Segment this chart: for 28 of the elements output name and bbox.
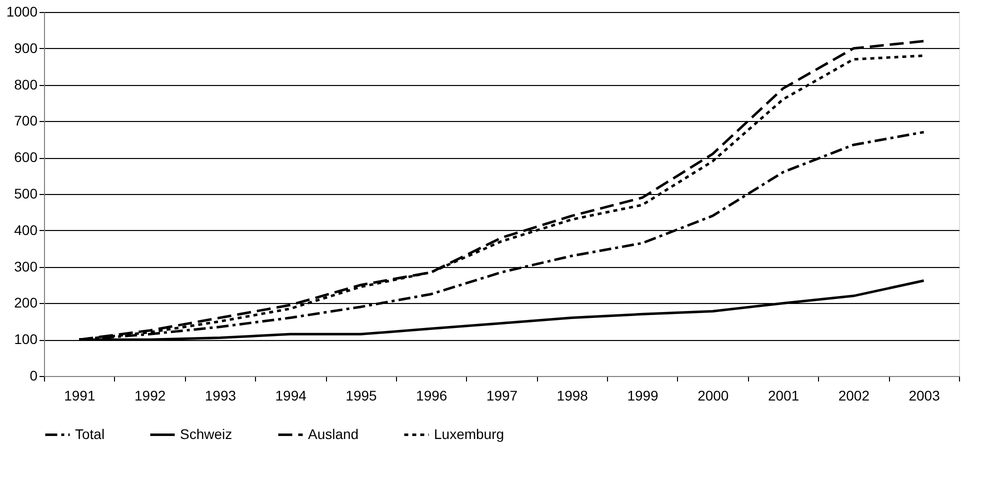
y-tick-label: 500	[14, 186, 38, 202]
x-tick-label: 1995	[346, 388, 378, 404]
x-tick-label: 2000	[698, 388, 729, 404]
x-tick-label: 1996	[416, 388, 448, 404]
x-tick-label: 1997	[486, 388, 518, 404]
x-tick-label: 2001	[768, 388, 800, 404]
x-tick-label: 2003	[908, 388, 940, 404]
y-tick-label: 1000	[6, 4, 38, 20]
x-tick-label: 2002	[838, 388, 870, 404]
legend-label: Luxemburg	[434, 426, 504, 442]
y-tick-label: 900	[14, 40, 38, 56]
x-tick-label: 1991	[64, 388, 96, 404]
y-tick-label: 100	[14, 331, 38, 348]
legend-label: Ausland	[308, 426, 359, 442]
y-tick-label: 800	[14, 76, 38, 92]
x-tick-label: 1993	[204, 388, 236, 404]
x-tick-label: 1994	[275, 388, 307, 404]
x-tick-label: 1999	[627, 388, 659, 404]
x-tick-label: 1992	[134, 388, 166, 404]
y-tick-label: 400	[14, 222, 38, 238]
x-tick-label: 1998	[556, 388, 588, 404]
y-tick-label: 700	[14, 112, 38, 129]
y-tick-label: 600	[14, 149, 38, 166]
legend-label: Schweiz	[180, 426, 232, 442]
y-tick-label: 200	[14, 294, 38, 311]
legend-label: Total	[75, 426, 105, 442]
y-tick-label: 0	[30, 368, 38, 384]
y-tick-label: 300	[14, 258, 38, 274]
